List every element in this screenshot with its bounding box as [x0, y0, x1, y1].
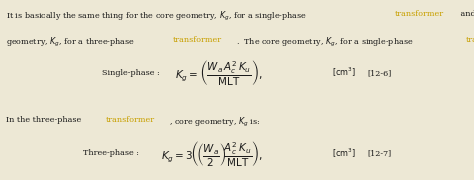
Text: It is basically the same thing for the core geometry, $K_g$, for a single-phase: It is basically the same thing for the c… [6, 10, 307, 23]
Text: and the core: and the core [458, 10, 474, 18]
Text: transformer: transformer [465, 36, 474, 44]
Text: geometry, $K_g$, for a three-phase: geometry, $K_g$, for a three-phase [6, 36, 135, 49]
Text: .  The core geometry, $K_g$, for a single-phase: . The core geometry, $K_g$, for a single… [236, 36, 414, 49]
Text: $K_g = 3\!\left(\!\left(\dfrac{W_a}{2}\right)\!\dfrac{A_c^2\,K_u}{\mathrm{MLT}}\: $K_g = 3\!\left(\!\left(\dfrac{W_a}{2}\r… [161, 138, 264, 168]
Text: $K_g = \left(\dfrac{W_a\,A_c^2\,K_u}{\mathrm{MLT}}\right),$: $K_g = \left(\dfrac{W_a\,A_c^2\,K_u}{\ma… [175, 58, 264, 87]
Text: $[\mathrm{cm}^3]$: $[\mathrm{cm}^3]$ [332, 66, 356, 80]
Text: transformer: transformer [173, 36, 222, 44]
Text: Single-phase :: Single-phase : [102, 69, 160, 77]
Text: [12-6]: [12-6] [367, 69, 392, 77]
Text: In the three-phase: In the three-phase [6, 116, 83, 124]
Text: transformer: transformer [106, 116, 155, 124]
Text: [12-7]: [12-7] [367, 149, 392, 157]
Text: transformer: transformer [395, 10, 444, 18]
Text: Three-phase :: Three-phase : [83, 149, 139, 157]
Text: , core geometry, $K_g$ is:: , core geometry, $K_g$ is: [169, 116, 261, 129]
Text: $[\mathrm{cm}^3]$: $[\mathrm{cm}^3]$ [332, 146, 356, 160]
